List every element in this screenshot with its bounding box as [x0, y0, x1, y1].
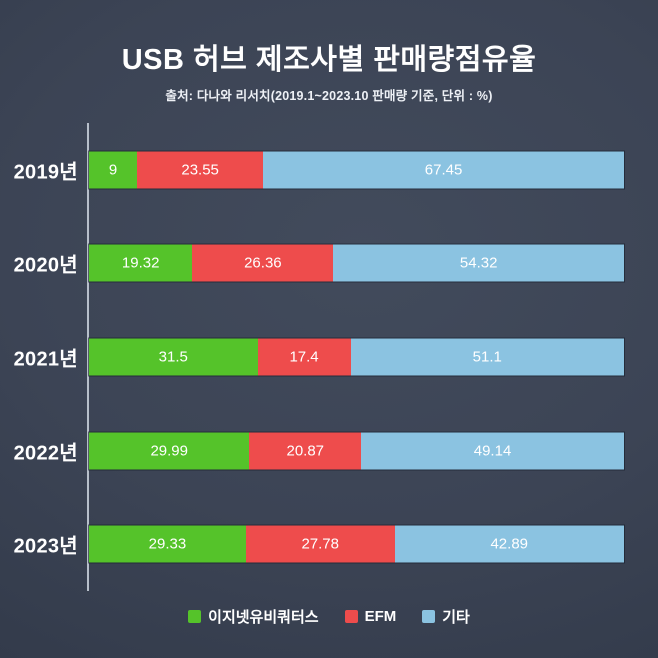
stacked-bar: 19.32 26.36 54.32 — [88, 243, 625, 283]
value-label: 20.87 — [286, 442, 325, 460]
bar-row: 2023년 29.33 27.78 42.89 — [0, 497, 658, 591]
page-title: USB 허브 제조사별 판매량점유율 — [121, 44, 537, 76]
value-label: 29.33 — [148, 535, 187, 553]
legend-label: EFM — [364, 608, 397, 625]
legend-swatch — [188, 610, 202, 623]
value-label: 67.45 — [424, 161, 463, 179]
stacked-bar: 31.5 17.4 51.1 — [88, 337, 625, 377]
value-label: 54.32 — [459, 254, 498, 272]
legend-item: 기타 — [422, 606, 470, 627]
bar-segment: 42.89 — [394, 525, 624, 563]
bar-segment: 20.87 — [249, 432, 362, 470]
legend-item: EFM — [344, 608, 397, 625]
bar-segment: 51.1 — [350, 338, 624, 376]
value-label: 9 — [108, 161, 118, 179]
bar-segment: 29.33 — [89, 525, 246, 563]
category-label: 2022년 — [13, 442, 78, 465]
stacked-bar: 29.33 27.78 42.89 — [88, 524, 625, 564]
legend-swatch — [422, 610, 436, 623]
bar-row: 2021년 31.5 17.4 51.1 — [0, 310, 658, 404]
value-label: 49.14 — [473, 442, 512, 460]
bar-segment: 26.36 — [192, 244, 334, 282]
value-label: 29.99 — [150, 442, 188, 460]
value-label: 51.1 — [472, 348, 502, 366]
bar-segment: 67.45 — [263, 151, 624, 189]
value-label: 23.55 — [181, 161, 219, 179]
category-label: 2021년 — [13, 348, 78, 371]
bar-segment: 9 — [89, 151, 138, 189]
legend-item: 이지넷유비쿼터스 — [188, 606, 319, 627]
bar-segment: 17.4 — [257, 338, 351, 376]
value-label: 27.78 — [301, 535, 339, 553]
legend-label: 기타 — [442, 609, 470, 626]
bar-row: 2022년 29.99 20.87 49.14 — [0, 404, 658, 498]
stacked-bar: 29.99 20.87 49.14 — [88, 431, 625, 471]
bar-segment: 29.99 — [89, 432, 250, 470]
category-label: 2023년 — [13, 535, 78, 558]
page-subtitle: 출처: 다나와 리서치(2019.1~2023.10 판매량 기준, 단위 : … — [165, 89, 493, 103]
chart-header: USB 허브 제조사별 판매량점유율 출처: 다나와 리서치(2019.1~20… — [0, 36, 658, 104]
bar-segment: 27.78 — [245, 525, 395, 563]
bar-segment: 23.55 — [137, 151, 264, 189]
category-label: 2019년 — [13, 161, 78, 184]
bar-row: 2019년 9 23.55 67.45 — [0, 123, 658, 217]
category-label: 2020년 — [13, 254, 78, 277]
bar-segment: 54.32 — [333, 244, 624, 282]
bar-segment: 19.32 — [89, 244, 193, 282]
value-label: 19.32 — [121, 254, 160, 272]
value-label: 26.36 — [244, 254, 282, 272]
bar-row: 2020년 19.32 26.36 54.32 — [0, 217, 658, 311]
chart-legend: 이지넷유비쿼터스 EFM 기타 — [0, 606, 658, 627]
value-label: 42.89 — [490, 535, 529, 553]
legend-swatch — [344, 610, 358, 623]
value-label: 31.5 — [158, 348, 188, 366]
stacked-bar: 9 23.55 67.45 — [88, 150, 625, 190]
y-axis-line — [87, 123, 89, 591]
value-label: 17.4 — [289, 348, 319, 366]
bar-segment: 49.14 — [361, 432, 624, 470]
bar-segment: 31.5 — [89, 338, 258, 376]
bar-rows: 2019년 9 23.55 67.45 2020년 19.32 26.36 54.32 2021… — [0, 123, 658, 591]
stacked-bar-chart: 2019년 9 23.55 67.45 2020년 19.32 26.36 54.32 2021… — [0, 123, 658, 591]
legend-label: 이지넷유비쿼터스 — [208, 609, 319, 626]
